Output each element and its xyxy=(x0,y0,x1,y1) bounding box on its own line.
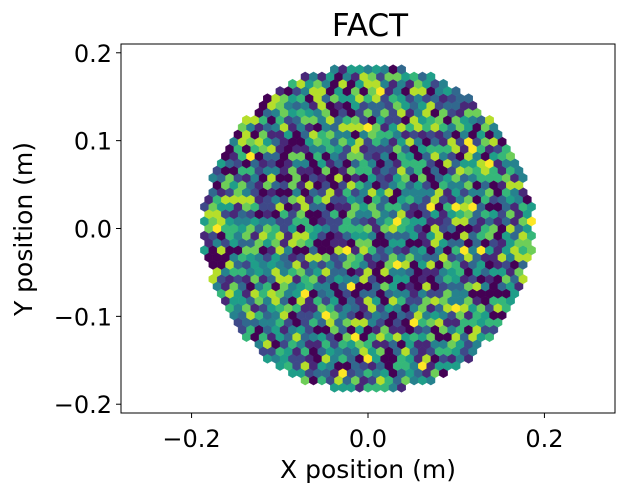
y-tick-label: 0.0 xyxy=(74,216,112,244)
y-tick-label: −0.2 xyxy=(54,391,112,419)
y-tick-label: −0.1 xyxy=(54,303,112,331)
y-tick-label: 0.1 xyxy=(74,128,112,156)
camera-pixel xyxy=(485,115,494,126)
y-axis-ticks: 0.2 0.1 0.0 −0.1 −0.2 xyxy=(54,40,121,419)
camera-pixel-grid xyxy=(200,64,536,393)
camera-pixel xyxy=(451,86,461,97)
x-tick-label: −0.2 xyxy=(162,425,220,453)
camera-pixel xyxy=(426,71,436,82)
y-tick-label: 0.2 xyxy=(74,40,112,68)
x-tick-label: 0.0 xyxy=(349,425,387,453)
x-axis-ticks: −0.2 0.0 0.2 xyxy=(162,413,564,453)
x-axis-label: X position (m) xyxy=(280,455,456,484)
camera-pixel xyxy=(397,64,406,75)
chart-title: FACT xyxy=(332,8,409,44)
y-axis-label: Y position (m) xyxy=(9,142,38,317)
camera-pixel xyxy=(464,93,473,104)
camera-pixel xyxy=(439,78,448,89)
x-tick-label: 0.2 xyxy=(525,425,563,453)
